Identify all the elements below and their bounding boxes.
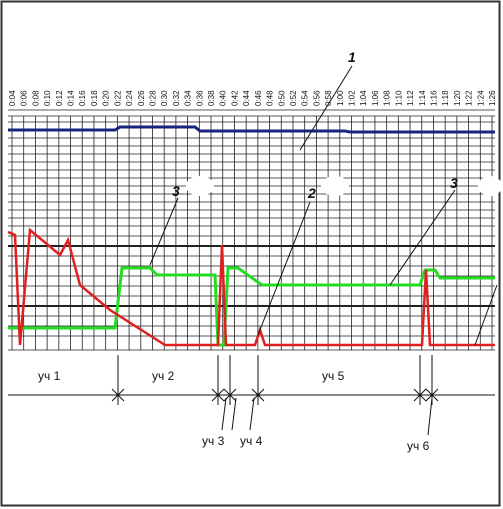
time-label: 0:20 xyxy=(102,90,111,106)
time-label: 0:48 xyxy=(266,90,275,106)
segment-label: уч 5 xyxy=(322,369,345,383)
time-label: 0:12 xyxy=(55,90,64,106)
time-label: 0:56 xyxy=(312,90,321,106)
time-label: 1:06 xyxy=(371,90,380,106)
segment-label: уч 2 xyxy=(152,369,175,383)
time-label: 1:02 xyxy=(348,90,357,106)
time-label: 0:10 xyxy=(43,90,52,106)
time-label: 1:20 xyxy=(453,90,462,106)
leader xyxy=(149,197,179,266)
callout: 1 xyxy=(348,49,356,65)
segment-label: уч 3 xyxy=(202,434,225,448)
time-label: 0:46 xyxy=(254,90,263,106)
time-labels: 0:04 0:06 0:08 0:10 0:12 0:14 0:16 0:18 0:20 0:22… xyxy=(8,90,497,106)
time-label: 0:14 xyxy=(67,90,76,106)
segment-label: уч 6 xyxy=(407,439,430,453)
time-label: 1:22 xyxy=(465,90,474,106)
time-label: 0:04 xyxy=(8,90,17,106)
time-label: 0:22 xyxy=(113,90,122,106)
time-label: 0:26 xyxy=(137,90,146,106)
segment-marker xyxy=(211,388,225,402)
time-label: 1:04 xyxy=(359,90,368,106)
time-label: 0:52 xyxy=(289,90,298,106)
blue-curve xyxy=(8,125,495,134)
time-label: 0:28 xyxy=(148,90,157,106)
segment-marker xyxy=(425,388,439,402)
leader xyxy=(299,65,353,151)
time-label: 0:06 xyxy=(20,90,29,106)
leader xyxy=(221,397,227,431)
blank-patch xyxy=(321,176,349,196)
time-label: 0:32 xyxy=(172,90,181,106)
time-label: 1:18 xyxy=(441,90,450,106)
time-label: 0:42 xyxy=(230,90,239,106)
segment-label: уч 4 xyxy=(240,434,263,448)
time-label: 1:12 xyxy=(406,90,415,106)
callout: 3 xyxy=(172,183,180,199)
time-label: 0:54 xyxy=(301,90,310,106)
leader xyxy=(474,284,498,346)
blank-patch xyxy=(186,176,214,196)
blank-patch xyxy=(478,176,502,196)
time-label: 0:08 xyxy=(31,90,40,106)
segment-label: уч 1 xyxy=(38,369,61,383)
time-label: 0:50 xyxy=(277,90,286,106)
time-label: 0:36 xyxy=(195,90,204,106)
time-label: 0:30 xyxy=(160,90,169,106)
segment-marker xyxy=(413,388,427,402)
time-label: 0:16 xyxy=(78,90,87,106)
time-label: 1:16 xyxy=(429,90,438,106)
time-label: 1:00 xyxy=(336,90,345,106)
time-label: 0:58 xyxy=(324,90,333,106)
leader xyxy=(231,397,237,431)
time-label: 1:24 xyxy=(476,90,485,106)
segment-marker xyxy=(111,388,125,402)
leader xyxy=(389,189,456,286)
callout: 2 xyxy=(307,185,316,201)
time-label: 0:38 xyxy=(207,90,216,106)
callout: 3 xyxy=(450,175,458,191)
time-label: 0:24 xyxy=(125,90,134,106)
red-curve xyxy=(7,227,495,347)
leader xyxy=(249,397,255,431)
time-label: 0:40 xyxy=(219,90,228,106)
time-label: 0:44 xyxy=(242,90,251,106)
time-label: 0:34 xyxy=(184,90,193,106)
time-label: 1:10 xyxy=(394,90,403,106)
green-curve xyxy=(8,266,495,347)
time-label: 1:26 xyxy=(488,90,497,106)
time-label: 1:08 xyxy=(383,90,392,106)
time-label: 0:18 xyxy=(90,90,99,106)
leader xyxy=(427,397,433,436)
time-label: 1:14 xyxy=(418,90,427,106)
leader xyxy=(257,201,311,336)
